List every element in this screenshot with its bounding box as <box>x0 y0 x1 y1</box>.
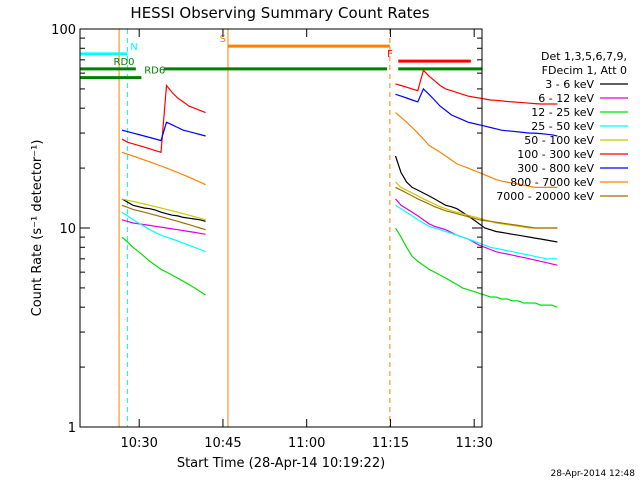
series-line <box>394 227 558 308</box>
legend-label: 100 - 300 keV <box>517 148 594 161</box>
series-line <box>121 211 206 253</box>
legend: Det 1,3,5,6,7,9,FDecim 1, Att 03 - 6 keV… <box>496 50 628 203</box>
y-tick-label: 1 <box>68 421 76 436</box>
series-line <box>121 198 206 222</box>
legend-label: 12 - 25 keV <box>531 106 594 119</box>
flag-label-f: F <box>387 49 393 60</box>
x-tick-label: 11:00 <box>288 436 325 451</box>
series-line <box>395 69 558 105</box>
legend-label: 6 - 12 keV <box>538 92 594 105</box>
x-axis-label: Start Time (28-Apr-14 10:19:22) <box>177 456 385 471</box>
legend-label: 50 - 100 keV <box>524 134 594 147</box>
x-tick-label: 10:30 <box>120 436 157 451</box>
series-line <box>121 236 206 296</box>
x-tick-label: 11:15 <box>372 436 409 451</box>
flag-label-rd6: RD6 <box>144 66 165 77</box>
legend-header: FDecim 1, Att 0 <box>542 64 627 77</box>
plot-frame <box>79 28 483 428</box>
flag-label-rd0: RD0 <box>114 57 135 68</box>
legend-label: 3 - 6 keV <box>545 78 594 91</box>
flag-label-s: S <box>220 34 226 45</box>
legend-label: 800 - 7000 keV <box>510 176 594 189</box>
series-line <box>395 181 558 229</box>
x-axis-ticks: 10:30 10:45 11:00 11:15 11:30 <box>120 29 493 451</box>
legend-header: Det 1,3,5,6,7,9, <box>541 50 627 63</box>
flag-label-n: N <box>130 42 137 53</box>
vertical-markers <box>79 29 483 427</box>
legend-label: 25 - 50 keV <box>531 120 594 133</box>
series-line <box>121 121 206 142</box>
chart-title: HESSI Observing Summary Count Rates <box>130 4 429 22</box>
x-tick-label: 11:30 <box>455 436 492 451</box>
series-line <box>121 151 206 186</box>
series-line <box>394 155 558 243</box>
y-tick-label: 100 <box>51 23 76 38</box>
series-line <box>395 198 558 266</box>
series-line <box>121 198 206 221</box>
legend-label: 7000 - 20000 keV <box>496 190 594 203</box>
x-tick-label: 10:45 <box>204 436 241 451</box>
y-axis-label: Count Rate (s⁻¹ detector⁻¹) <box>30 140 45 317</box>
series-line <box>395 204 558 260</box>
series-line <box>121 219 206 235</box>
series-line <box>395 87 558 137</box>
y-axis-ticks: 1 10 100 <box>51 23 482 436</box>
legend-label: 300 - 800 keV <box>517 162 594 175</box>
y-tick-label: 10 <box>59 222 76 237</box>
flag-bars: N RD0 RD6 S F <box>80 34 482 80</box>
series-lines <box>121 69 558 308</box>
series-line <box>121 83 206 154</box>
series-line <box>121 204 206 231</box>
series-line <box>395 112 558 188</box>
timestamp: 28-Apr-2014 12:48 <box>551 469 636 479</box>
series-line <box>395 186 558 229</box>
